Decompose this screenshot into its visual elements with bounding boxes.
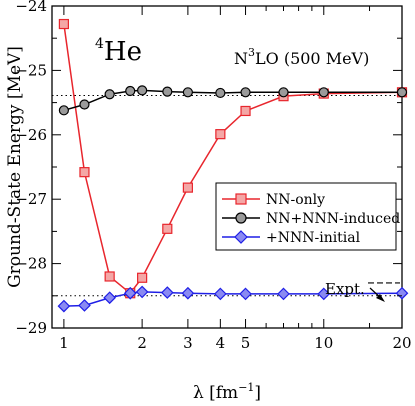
data-point-circle (58, 105, 69, 116)
series-layer (57, 18, 409, 313)
legend-entry-nn-nnn-induced: NN+NNN-induced (222, 211, 400, 227)
legend-label: +NNN-initial (266, 230, 361, 246)
legend-entry-nn-only: NN-only (222, 192, 325, 208)
data-point-square (162, 223, 173, 234)
data-point-square (240, 105, 251, 117)
ticks-layer: 1 2 3 4 5 10 20−29−28−27−26−25−24 (15, 0, 411, 352)
data-point-diamond (103, 291, 117, 305)
data-point-circle (137, 85, 148, 96)
nucleus-symbol: He (104, 37, 142, 67)
data-point-square (58, 18, 69, 30)
data-point-square (137, 272, 148, 283)
data-point-diamond (123, 286, 137, 300)
data-point-diamond (395, 286, 409, 300)
x-tick-label: 2 (137, 334, 147, 352)
y-tick-label: −26 (15, 126, 47, 144)
data-point-circle (162, 86, 173, 97)
data-point-square (104, 271, 115, 282)
data-point-circle (396, 87, 408, 98)
y-tick-label: −27 (15, 190, 47, 208)
method-rest: LO (500 MeV) (255, 49, 369, 68)
y-tick-label: −24 (15, 0, 47, 15)
data-point-circle (318, 87, 329, 98)
method-label: N3LO (500 MeV) (234, 46, 369, 68)
data-point-circle (79, 99, 90, 110)
legend-marker-diamond (234, 230, 248, 244)
x-axis-label-sup: −1 (238, 381, 254, 394)
y-tick-label: −25 (15, 61, 47, 79)
data-point-circle (240, 87, 251, 98)
data-point-circle (215, 87, 226, 99)
x-tick-label: 4 (216, 334, 226, 352)
data-point-square (79, 167, 90, 178)
nucleus-label: 4He (95, 36, 142, 67)
data-point-diamond (214, 287, 227, 301)
legend-label: NN-only (266, 192, 325, 208)
nucleus-mass-number: 4 (95, 36, 104, 52)
legend-marker-circle (235, 212, 247, 224)
data-point-diamond (78, 299, 91, 312)
legend-marker-square (235, 193, 247, 205)
data-point-circle (182, 87, 193, 98)
y-tick-label: −28 (15, 255, 47, 273)
x-tick-label: 1 (59, 334, 69, 352)
data-point-circle (125, 85, 136, 97)
x-tick-label: 5 (241, 334, 251, 352)
expt-label: Expt. (325, 280, 365, 298)
series-1 (58, 85, 408, 116)
y-tick-label: −29 (15, 319, 47, 337)
data-point-square (182, 182, 193, 193)
legend-entry-nnn-initial: +NNN-initial (222, 230, 361, 246)
data-point-square (215, 129, 226, 140)
x-tick-label: 20 (392, 334, 411, 352)
legend-label: NN+NNN-induced (266, 211, 400, 227)
data-point-diamond (135, 285, 149, 299)
method-sup: 3 (248, 46, 255, 59)
data-point-circle (278, 87, 289, 98)
data-point-diamond (317, 287, 331, 301)
data-point-diamond (277, 287, 290, 301)
data-point-diamond (160, 286, 174, 299)
data-point-diamond (181, 286, 195, 300)
x-tick-label: 3 (183, 334, 193, 352)
data-point-circle (104, 89, 115, 100)
x-axis-label: λ [fm−1] (193, 381, 261, 403)
method-main: N (234, 49, 248, 68)
y-axis-label: Ground-State Energy [MeV] (5, 46, 25, 288)
expt-arrowhead (376, 294, 385, 302)
x-axis-label-suffix: ] (254, 383, 261, 403)
series-line (63, 23, 403, 295)
data-point-diamond (239, 287, 252, 301)
series-2 (57, 285, 409, 313)
data-point-diamond (57, 299, 71, 313)
legend: NN-only NN+NNN-induced +NNN-initial (215, 182, 400, 251)
x-tick-label: 10 (314, 334, 333, 352)
x-axis-label-prefix: λ [fm (193, 383, 238, 403)
